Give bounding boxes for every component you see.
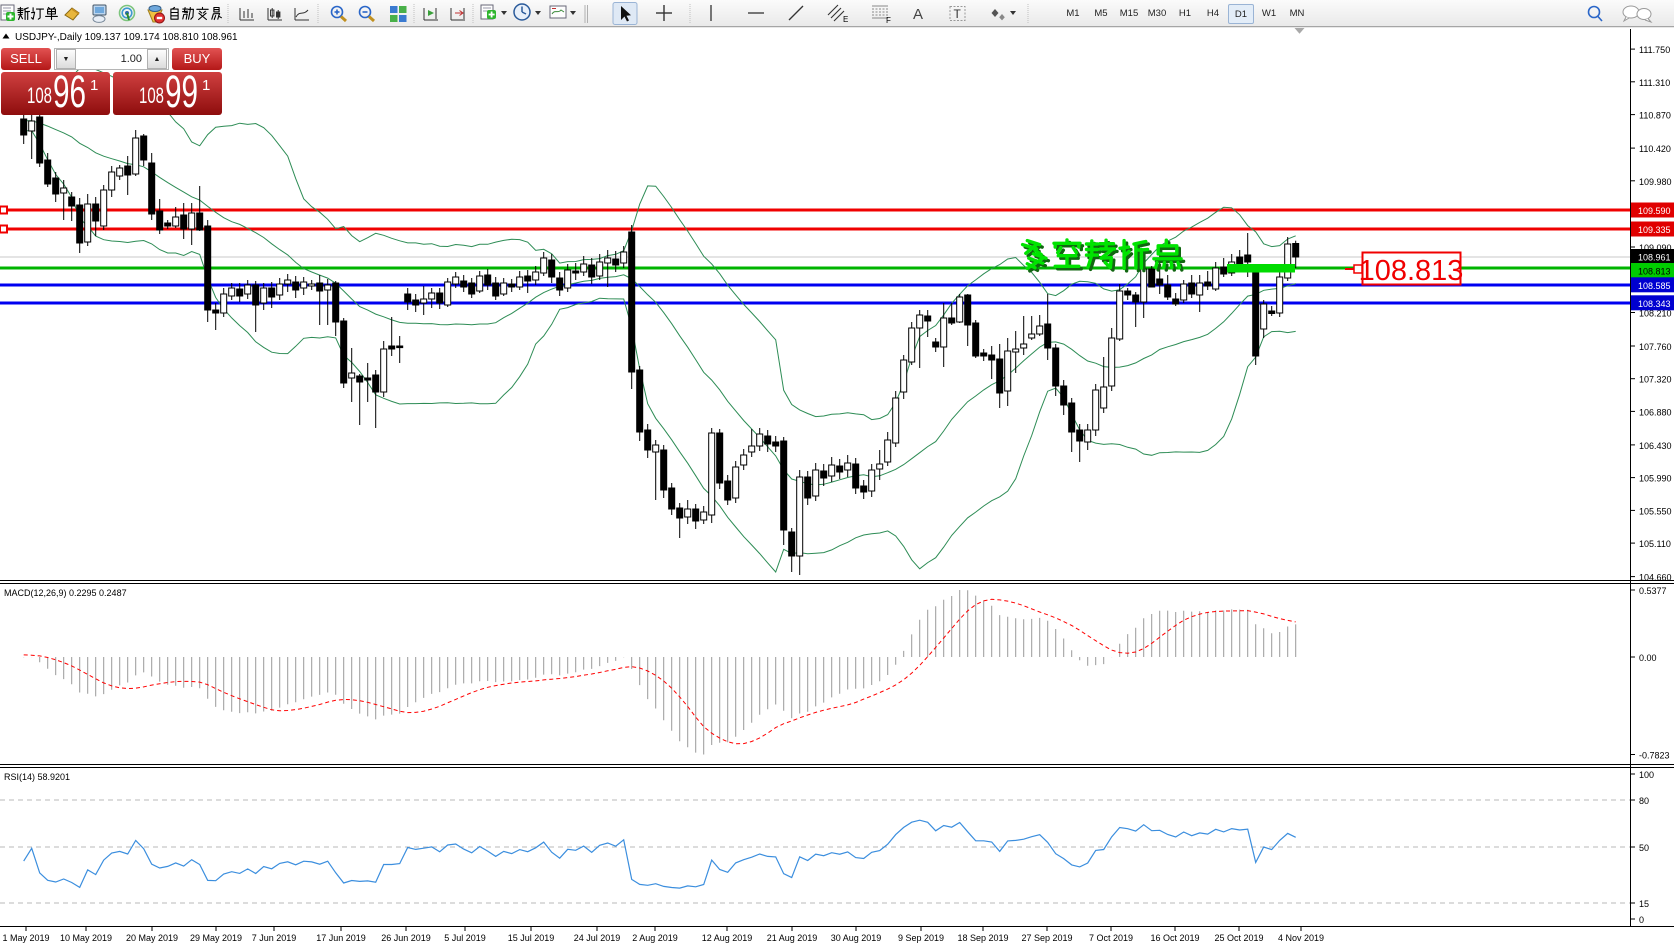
svg-text:0.5377: 0.5377 [1639,586,1667,596]
svg-text:109.590: 109.590 [1638,206,1671,216]
svg-text:106.430: 106.430 [1639,441,1672,451]
svg-text:9 Sep 2019: 9 Sep 2019 [898,933,944,943]
svg-text:110.870: 110.870 [1639,111,1671,121]
svg-text:MACD(12,26,9) 0.2295 0.2487: MACD(12,26,9) 0.2295 0.2487 [4,588,127,598]
svg-text:F: F [886,16,891,25]
svg-text:29 May 2019: 29 May 2019 [190,933,242,943]
svg-text:80: 80 [1639,796,1649,806]
svg-text:109.980: 109.980 [1639,177,1672,187]
svg-text:107.760: 107.760 [1639,342,1672,352]
svg-text:2 Aug 2019: 2 Aug 2019 [632,933,678,943]
svg-text:110.420: 110.420 [1639,144,1671,154]
svg-text:4 Nov 2019: 4 Nov 2019 [1278,933,1324,943]
svg-text:104.660: 104.660 [1639,573,1672,583]
svg-text:T: T [954,7,962,21]
svg-text:111.750: 111.750 [1639,45,1670,55]
svg-text:26 Jun 2019: 26 Jun 2019 [381,933,431,943]
svg-text:107.320: 107.320 [1639,375,1672,385]
svg-text:109.090: 109.090 [1639,243,1672,253]
svg-text:7 Oct 2019: 7 Oct 2019 [1089,933,1133,943]
svg-text:109.335: 109.335 [1638,225,1671,235]
svg-text:50: 50 [1639,843,1649,853]
svg-text:21 Aug 2019: 21 Aug 2019 [767,933,818,943]
svg-text:0.00: 0.00 [1639,653,1657,663]
svg-text:15 Jul 2019: 15 Jul 2019 [508,933,555,943]
svg-text:106.880: 106.880 [1639,407,1672,417]
svg-text:108.343: 108.343 [1638,299,1671,309]
svg-text:16 Oct 2019: 16 Oct 2019 [1150,933,1199,943]
svg-text:20 May 2019: 20 May 2019 [126,933,178,943]
svg-text:1 May 2019: 1 May 2019 [2,933,49,943]
svg-text:18 Sep 2019: 18 Sep 2019 [957,933,1008,943]
svg-text:108.813: 108.813 [1359,255,1464,287]
svg-text:-0.7823: -0.7823 [1639,751,1670,761]
svg-text:30 Aug 2019: 30 Aug 2019 [831,933,882,943]
svg-text:10 May 2019: 10 May 2019 [60,933,112,943]
svg-text:0: 0 [1639,915,1644,925]
svg-text:111.310: 111.310 [1639,78,1670,88]
svg-text:24 Jul 2019: 24 Jul 2019 [574,933,621,943]
svg-text:15: 15 [1639,899,1649,909]
svg-text:A: A [913,6,923,23]
svg-text:105.110: 105.110 [1639,539,1671,549]
svg-text:7 Jun 2019: 7 Jun 2019 [252,933,297,943]
svg-text:5 Jul 2019: 5 Jul 2019 [444,933,486,943]
svg-text:105.990: 105.990 [1639,474,1672,484]
svg-text:E: E [843,15,848,24]
svg-text:25 Oct 2019: 25 Oct 2019 [1214,933,1263,943]
svg-text:108.961: 108.961 [1638,253,1671,263]
svg-text:108.813: 108.813 [1638,267,1671,277]
svg-text:108.585: 108.585 [1638,281,1671,291]
svg-text:105.550: 105.550 [1639,506,1672,516]
svg-text:108.210: 108.210 [1639,309,1672,319]
svg-text:USDJPY-,Daily 109.137 109.174: USDJPY-,Daily 109.137 109.174 108.810 10… [15,32,238,43]
svg-text:RSI(14) 58.9201: RSI(14) 58.9201 [4,772,70,782]
svg-text:27 Sep 2019: 27 Sep 2019 [1021,933,1072,943]
svg-text:17 Jun 2019: 17 Jun 2019 [316,933,366,943]
svg-text:12 Aug 2019: 12 Aug 2019 [702,933,753,943]
svg-text:100: 100 [1639,770,1654,780]
